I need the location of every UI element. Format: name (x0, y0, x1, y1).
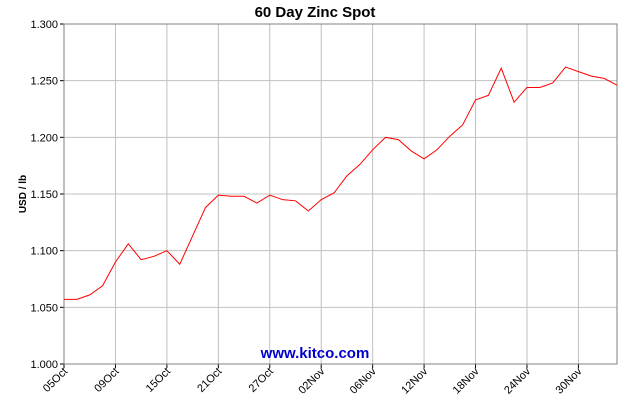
y-axis-label: USD / lb (18, 175, 29, 213)
y-tick-label: 1.100 (30, 246, 58, 258)
y-tick-label: 1.050 (30, 302, 58, 314)
plot-border (63, 23, 618, 365)
price-line (64, 66, 618, 300)
y-tick-label: 1.150 (30, 189, 58, 201)
annotation: www.kitco.com (260, 345, 370, 362)
y-tick-label: 1.300 (30, 19, 58, 31)
y-tick-label: 1.000 (30, 359, 58, 371)
y-tick-label: 1.200 (30, 132, 58, 144)
y-tick-label: 1.250 (30, 76, 58, 88)
chart-title: 60 Day Zinc Spot (255, 4, 376, 21)
